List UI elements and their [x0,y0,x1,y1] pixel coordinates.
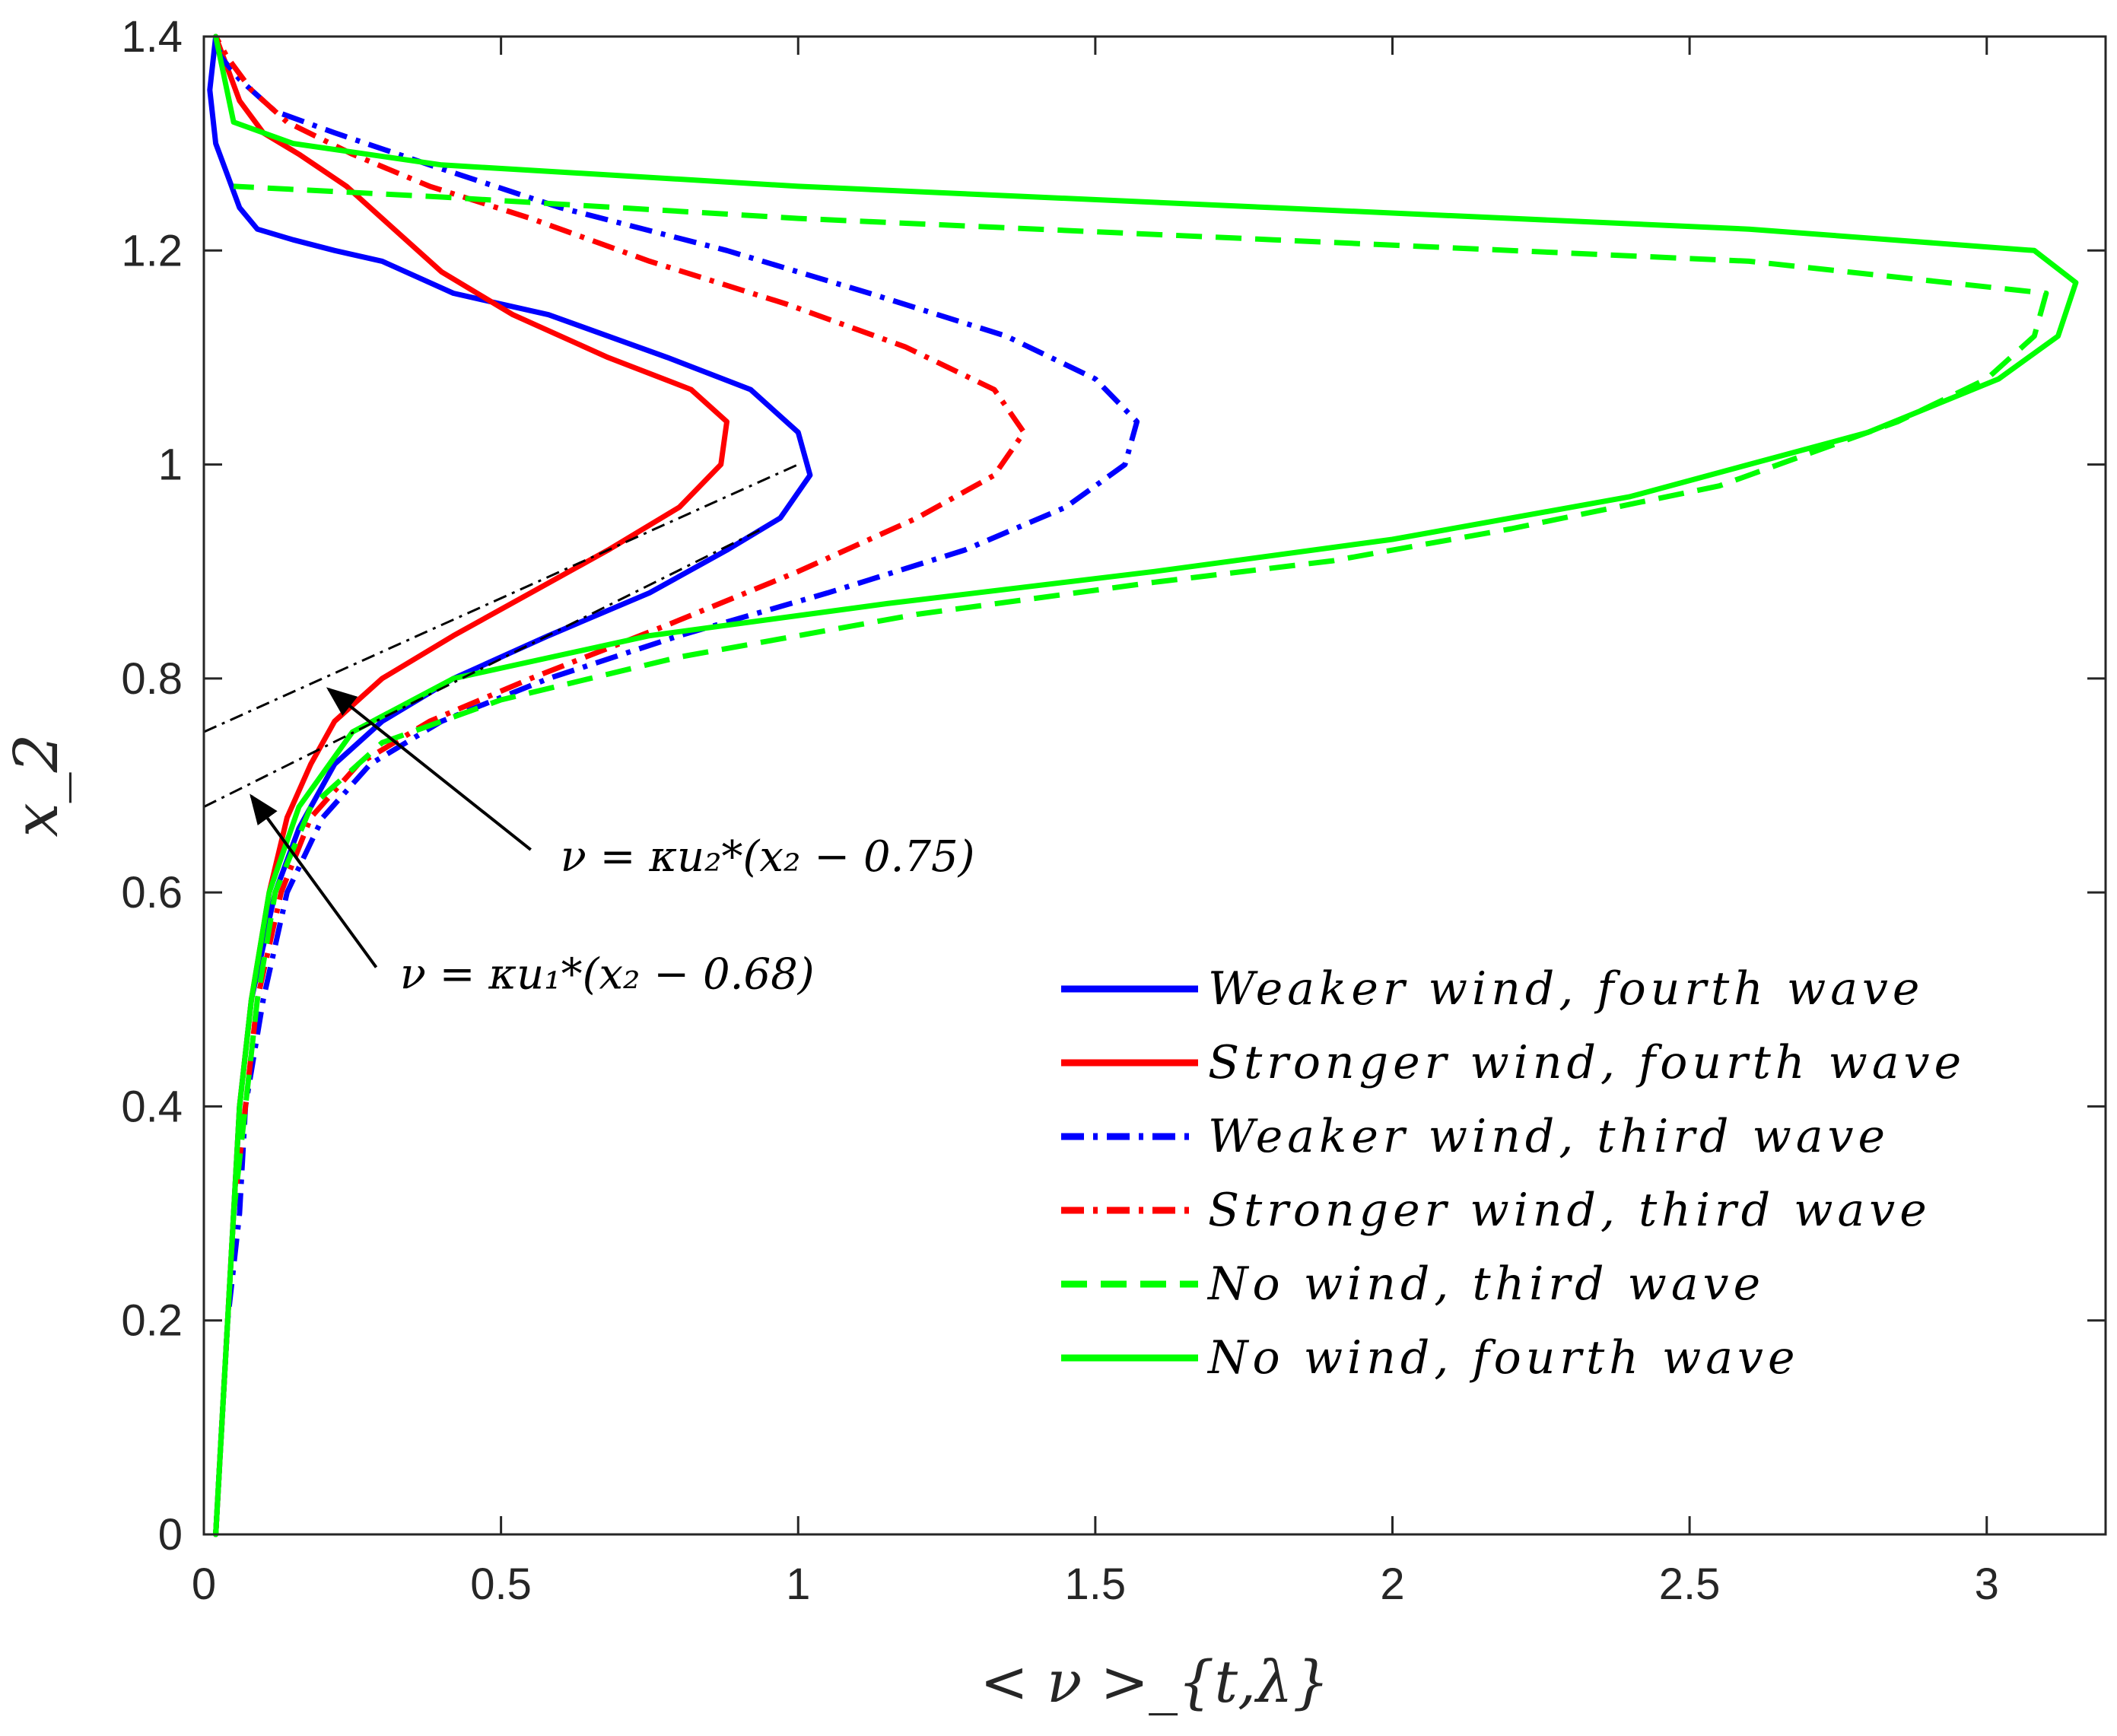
annotation-u2-text: ν = κu₂*(x₂ − 0.75) [561,832,975,882]
x-tick-label: 2 [1380,1560,1404,1609]
legend-entry-label: Weaker wind, fourth wave [1208,962,1924,1016]
x-tick-labels: 0 0.5 1 1.5 2 2.5 3 [192,1560,1999,1609]
annotation-u2-arrow [326,687,532,851]
x-tick-label: 1.5 [1065,1560,1127,1609]
y-tick-label: 0.6 [121,868,183,917]
x-axis-label: < ν >_{t,λ} [980,1648,1329,1715]
y-tick-label: 0.4 [121,1082,183,1131]
series-line-4 [213,183,2049,1535]
y-tick-label: 1 [158,440,183,490]
y-axis-label: x_2 [1,733,72,837]
fit-line-u2 [203,463,799,733]
legend-entry-label: No wind, fourth wave [1206,1331,1799,1385]
y-tick-label: 0.2 [121,1296,183,1346]
annotations-group: ν = κu₂*(x₂ − 0.75) ν = κu₁*(x₂ − 0.68) [250,687,975,1000]
legend-entry-label: Stronger wind, third wave [1208,1184,1931,1237]
legend-entry-label: Weaker wind, third wave [1208,1110,1890,1163]
series-group [207,33,2079,1537]
legend-entry-label: Stronger wind, fourth wave [1208,1036,1966,1089]
ticks-group [202,35,2106,1536]
y-tick-label: 0.8 [121,654,183,704]
annotation-u1-arrow [250,793,378,968]
x-tick-label: 0.5 [470,1560,532,1609]
x-tick-label: 3 [1975,1560,1999,1609]
plot-area-frame [202,35,2107,1536]
series-line-3 [213,35,1027,1535]
annotation-u1-text: ν = κu₁*(x₂ − 0.68) [400,950,815,1000]
y-tick-label: 1.4 [121,12,183,62]
legend: Weaker wind, fourth wave Stronger wind, f… [1061,962,1966,1385]
y-tick-label: 1.2 [121,226,183,275]
x-tick-label: 0 [192,1560,216,1609]
x-tick-label: 2.5 [1659,1560,1721,1609]
y-tick-label: 0 [158,1510,183,1560]
y-tick-labels: 0 0.2 0.4 0.6 0.8 1 1.2 1.4 [121,12,183,1560]
series-line-2 [213,36,1140,1535]
fit-lines-group [203,463,799,808]
x-tick-label: 1 [786,1560,810,1609]
series-line-5 [213,33,2079,1537]
legend-entry-label: No wind, third wave [1206,1257,1765,1311]
